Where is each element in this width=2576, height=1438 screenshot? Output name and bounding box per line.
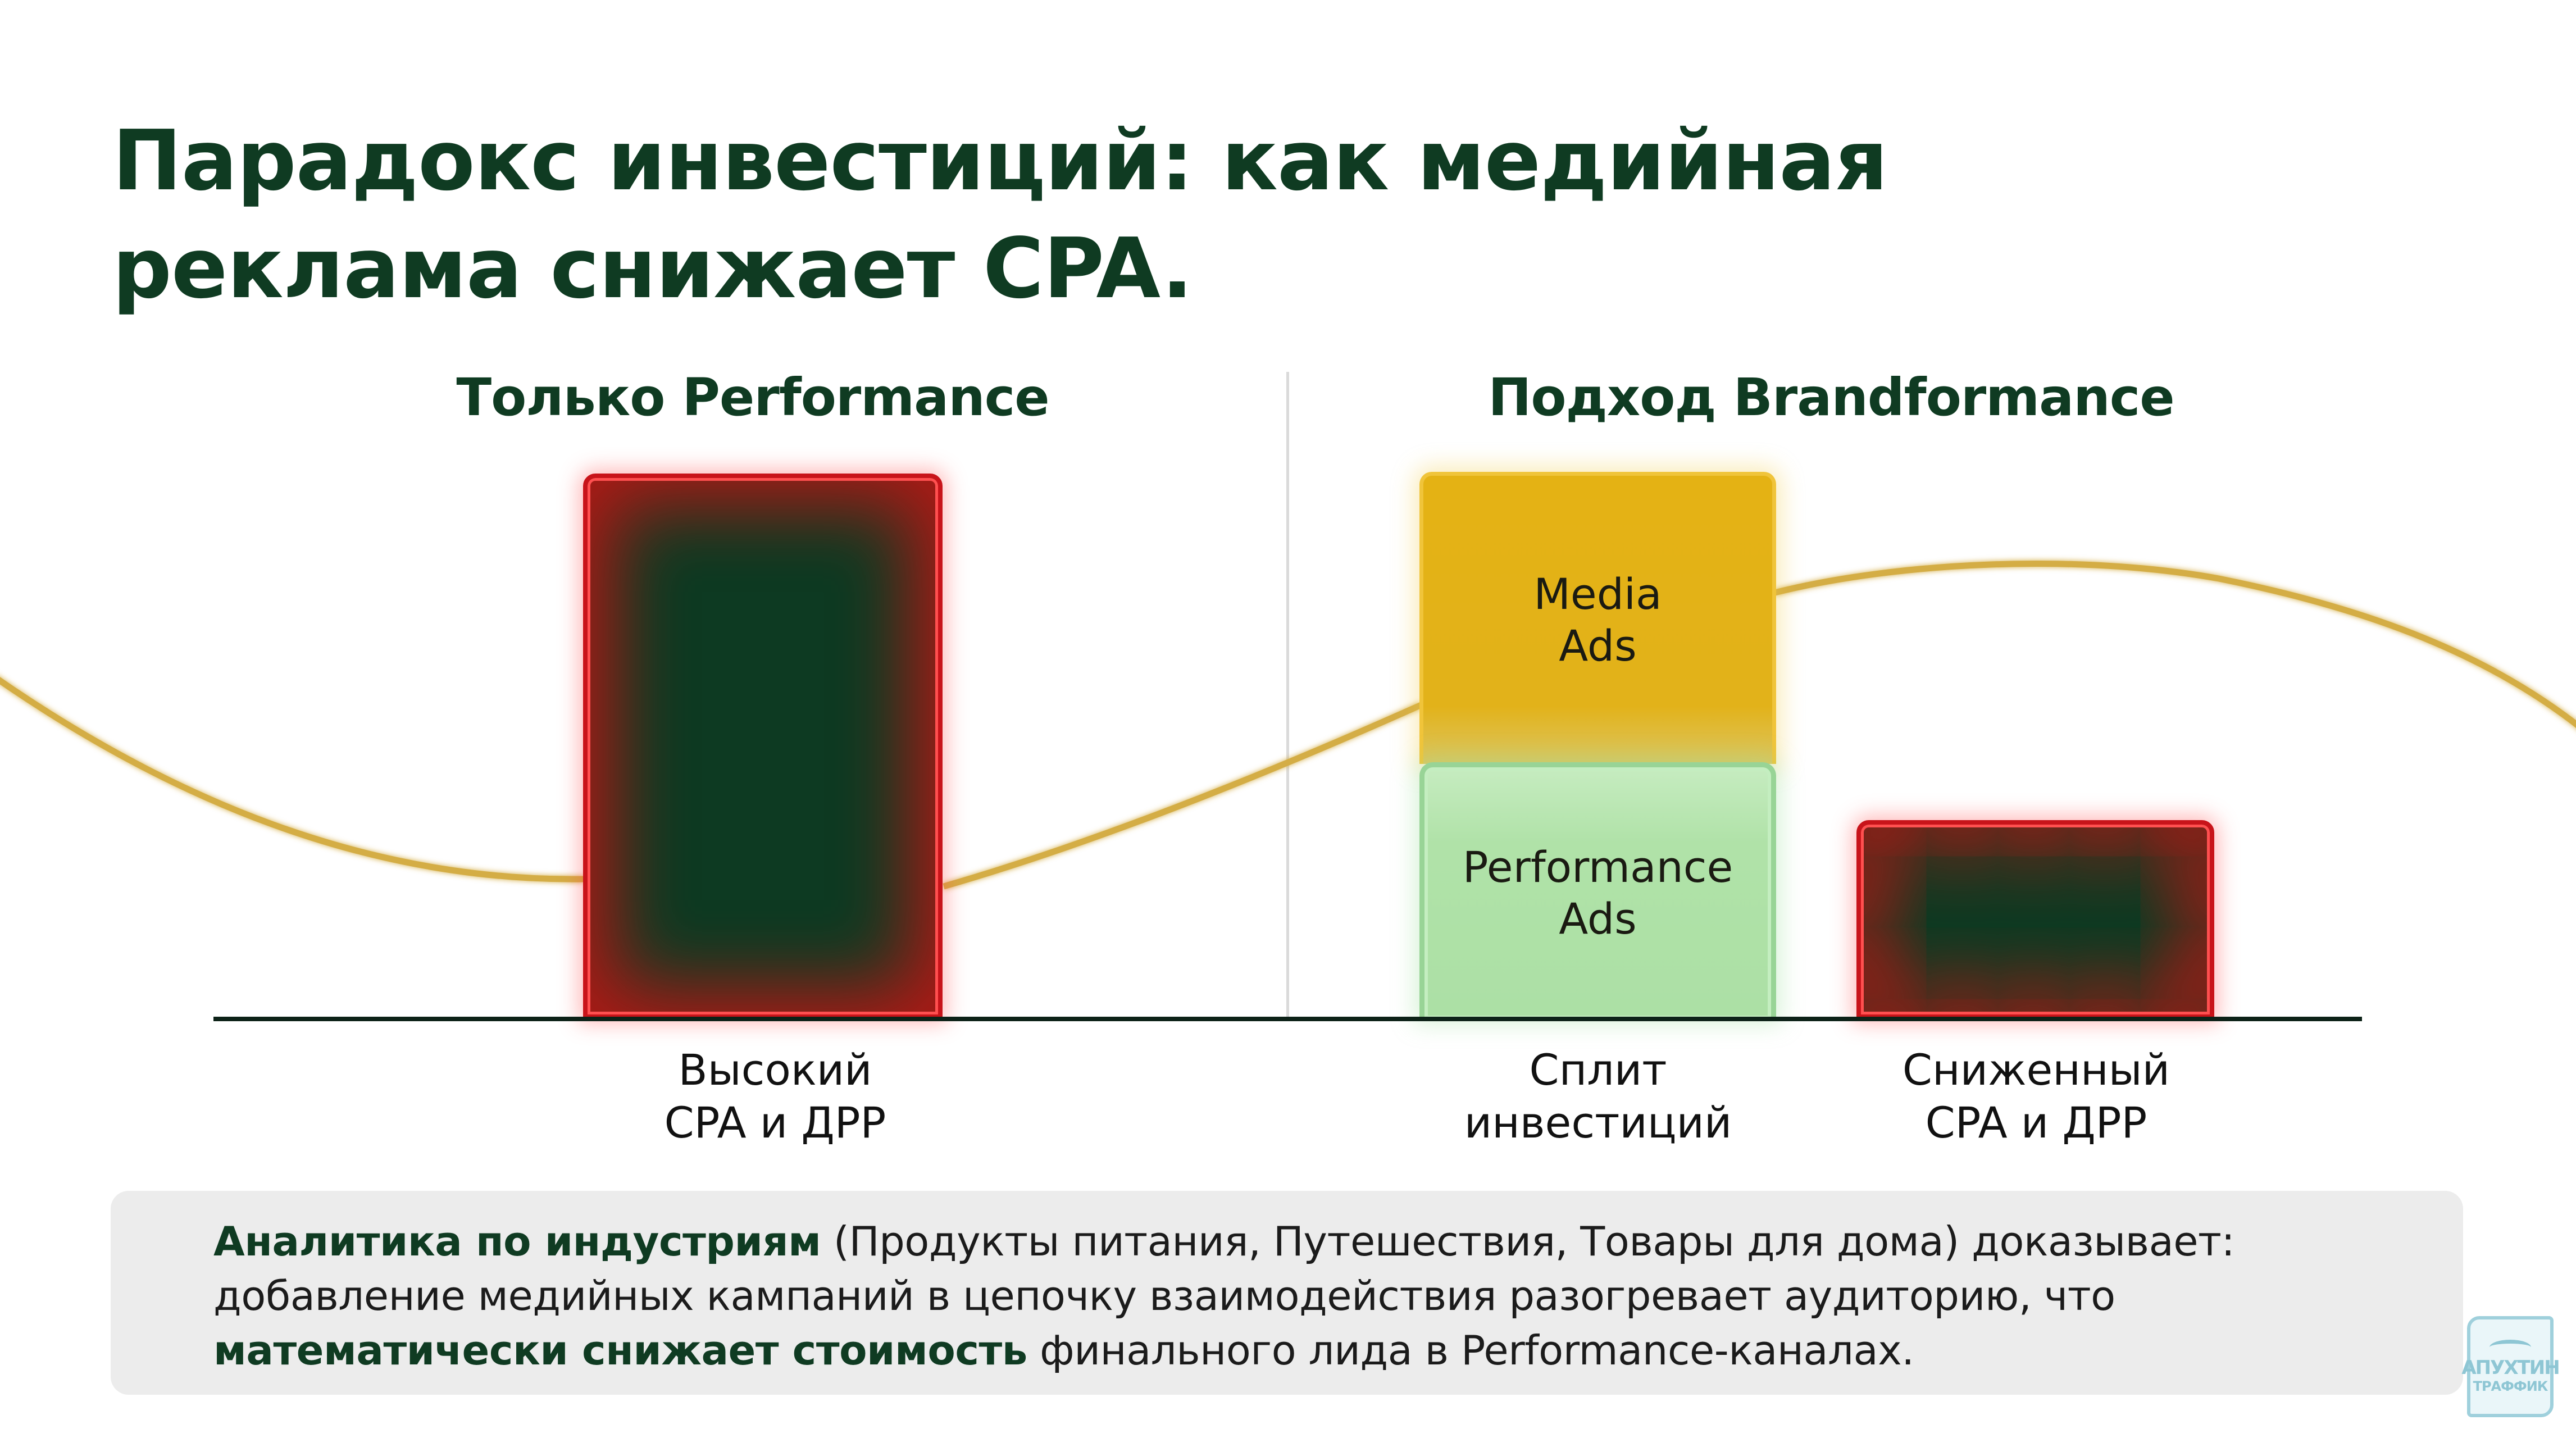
- x-label-high-cpa: Высокий CPA и ДРР: [664, 1045, 886, 1148]
- section-title-brandformance: Подход Brandformance: [1488, 367, 2174, 427]
- analytics-info-box: Аналитика по индустриям (Продукты питани…: [111, 1191, 2463, 1395]
- brand-watermark-logo: АПУХТИН ТРАФФИК: [2461, 1316, 2560, 1417]
- bar-performance-ads: Performance Ads: [1419, 762, 1776, 1019]
- info-text: Аналитика по индустриям (Продукты питани…: [213, 1218, 2235, 1374]
- bar-performance-only: [583, 474, 943, 1019]
- info-bold-industries: Аналитика по индустриям: [213, 1218, 821, 1265]
- bar-media-ads: Media Ads: [1419, 472, 1776, 764]
- x-label-split-investment: Сплит инвестиций: [1464, 1045, 1732, 1148]
- media-ads-label: Media Ads: [1533, 568, 1662, 671]
- performance-ads-label: Performance Ads: [1462, 842, 1733, 944]
- bar-reduced-cpa: [1856, 820, 2214, 1019]
- logo-arc-icon: [2489, 1339, 2531, 1355]
- x-label-reduced-cpa: Сниженный CPA и ДРР: [1902, 1045, 2170, 1148]
- x-axis-line: [213, 1017, 2362, 1021]
- section-title-performance: Только Performance: [456, 367, 1049, 427]
- info-bold-reduces-cost: математически снижает стоимость: [213, 1327, 1027, 1374]
- title-line-1: Парадокс инвестиций: как медийная: [112, 112, 1888, 209]
- section-divider: [1286, 372, 1289, 1019]
- title-line-2: реклама снижает CPA.: [112, 220, 1193, 317]
- page-title: Парадокс инвестиций: как медийная реклам…: [112, 107, 2134, 322]
